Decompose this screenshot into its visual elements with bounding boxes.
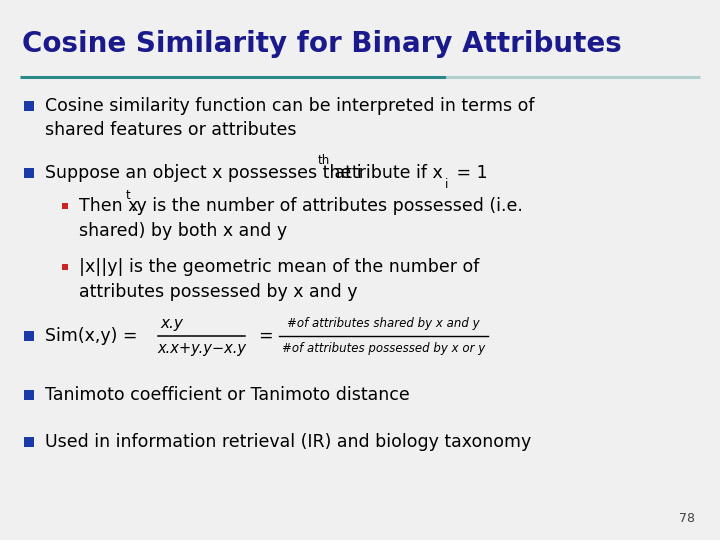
Text: 78: 78	[679, 512, 695, 525]
Text: Suppose an object x possesses the i: Suppose an object x possesses the i	[45, 164, 362, 182]
Text: Used in information retrieval (IR) and biology taxonomy: Used in information retrieval (IR) and b…	[45, 433, 531, 451]
Text: Tanimoto coefficient or Tanimoto distance: Tanimoto coefficient or Tanimoto distanc…	[45, 386, 410, 404]
Text: |x||y| is the geometric mean of the number of: |x||y| is the geometric mean of the numb…	[79, 258, 480, 276]
Text: i: i	[446, 178, 449, 191]
Text: t: t	[126, 189, 130, 202]
Text: Cosine similarity function can be interpreted in terms of: Cosine similarity function can be interp…	[45, 97, 535, 116]
Text: shared features or attributes: shared features or attributes	[45, 121, 297, 139]
Text: Then x: Then x	[79, 197, 138, 215]
Text: =: =	[258, 327, 272, 345]
Text: Sim(x,y) =: Sim(x,y) =	[45, 327, 143, 345]
Text: shared) by both x and y: shared) by both x and y	[79, 222, 287, 240]
Text: #of attributes possessed by x or y: #of attributes possessed by x or y	[282, 342, 485, 355]
Text: .y is the number of attributes possessed (i.e.: .y is the number of attributes possessed…	[132, 197, 523, 215]
Text: = 1: = 1	[451, 164, 487, 182]
Text: x.y: x.y	[160, 315, 183, 330]
Text: attribute if x: attribute if x	[329, 164, 443, 182]
Text: #of attributes shared by x and y: #of attributes shared by x and y	[287, 316, 480, 329]
Text: x.x+y.y−x.y: x.x+y.y−x.y	[157, 341, 246, 356]
Text: th: th	[318, 154, 330, 167]
Text: attributes possessed by x and y: attributes possessed by x and y	[79, 282, 358, 301]
Text: Cosine Similarity for Binary Attributes: Cosine Similarity for Binary Attributes	[22, 30, 621, 58]
